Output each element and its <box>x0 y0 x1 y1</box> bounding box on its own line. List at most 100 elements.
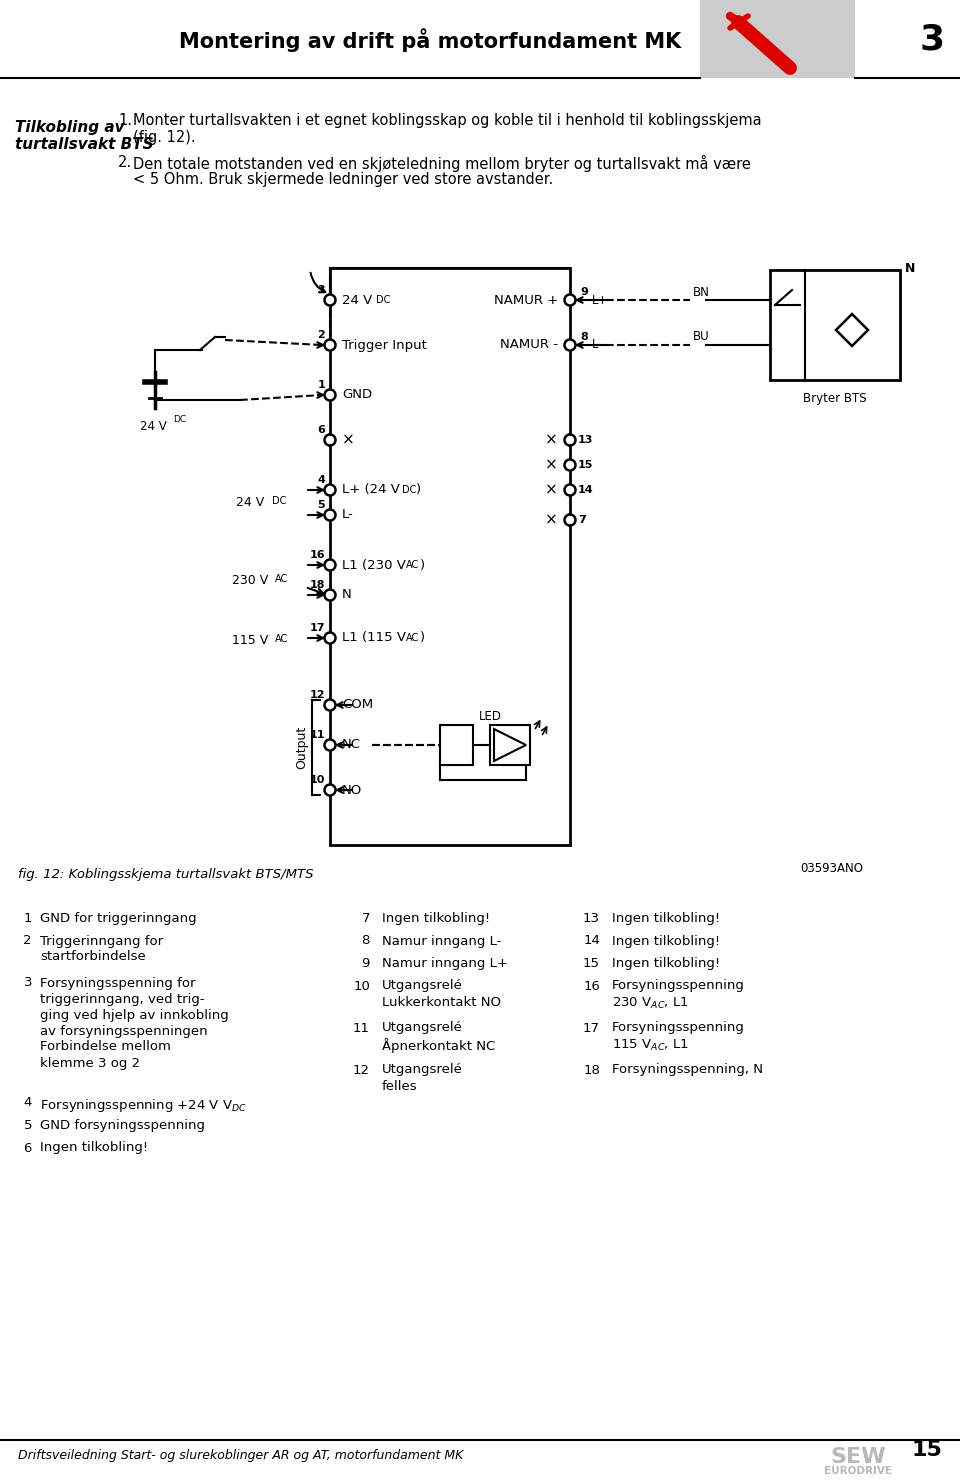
Text: Utgangsrelé
Lukkerkontakt NO: Utgangsrelé Lukkerkontakt NO <box>382 980 501 1008</box>
Text: 24 V: 24 V <box>139 419 166 433</box>
Circle shape <box>324 339 335 351</box>
Text: Forsyningsspenning +24 V V$_{DC}$: Forsyningsspenning +24 V V$_{DC}$ <box>40 1097 247 1113</box>
Bar <box>440 725 473 765</box>
Text: Ingen tilkobling!: Ingen tilkobling! <box>612 911 720 925</box>
Text: Namur inngang L-: Namur inngang L- <box>382 935 501 947</box>
Text: Forsyningsspenning
115 V$_{AC}$, L1: Forsyningsspenning 115 V$_{AC}$, L1 <box>612 1021 745 1052</box>
Text: 3: 3 <box>920 24 945 56</box>
Text: 13: 13 <box>583 911 600 925</box>
Text: 115 V: 115 V <box>232 633 268 646</box>
Text: 3: 3 <box>318 285 325 295</box>
Text: Den totale motstanden ved en skjøteledning mellom bryter og turtallsvakt må være: Den totale motstanden ved en skjøteledni… <box>133 156 751 172</box>
Text: Utgangsrelé
Åpnerkontakt NC: Utgangsrelé Åpnerkontakt NC <box>382 1021 495 1054</box>
Polygon shape <box>836 314 868 345</box>
Text: 12: 12 <box>309 691 325 700</box>
Text: 5: 5 <box>318 499 325 510</box>
Text: Montering av drift på motorfundament MK: Montering av drift på motorfundament MK <box>179 28 682 52</box>
Circle shape <box>324 590 335 600</box>
Bar <box>770 270 900 379</box>
Text: Ingen tilkobling!: Ingen tilkobling! <box>612 957 720 971</box>
Polygon shape <box>494 729 526 760</box>
Circle shape <box>564 459 575 470</box>
Circle shape <box>324 434 335 446</box>
Text: Utgangsrelé
felles: Utgangsrelé felles <box>382 1064 463 1092</box>
Text: ): ) <box>416 483 421 496</box>
Text: 2.: 2. <box>118 156 132 170</box>
Text: Ingen tilkobling!: Ingen tilkobling! <box>612 935 720 947</box>
Text: DC: DC <box>173 415 186 424</box>
Text: 16: 16 <box>309 550 325 560</box>
Circle shape <box>324 740 335 750</box>
Circle shape <box>564 434 575 446</box>
Text: AC: AC <box>275 574 288 584</box>
Circle shape <box>564 339 575 351</box>
Text: L+ (24 V: L+ (24 V <box>342 483 400 496</box>
Text: L1 (230 V: L1 (230 V <box>342 559 406 572</box>
Text: 9: 9 <box>362 957 370 971</box>
Text: 4: 4 <box>317 476 325 485</box>
Text: DC: DC <box>402 485 417 495</box>
Text: 7: 7 <box>362 911 370 925</box>
Text: NAMUR -: NAMUR - <box>500 338 558 351</box>
Text: L-: L- <box>592 338 603 351</box>
Circle shape <box>324 485 335 495</box>
Text: 17: 17 <box>309 622 325 633</box>
Circle shape <box>564 514 575 526</box>
Circle shape <box>324 784 335 796</box>
Text: 11: 11 <box>309 731 325 740</box>
Text: Output: Output <box>296 725 308 769</box>
Text: 11: 11 <box>353 1021 370 1034</box>
Text: 14: 14 <box>578 485 593 495</box>
Text: 18: 18 <box>309 579 325 590</box>
Text: 10: 10 <box>353 980 370 993</box>
Text: turtallsvakt BTS: turtallsvakt BTS <box>15 136 154 153</box>
Text: LED: LED <box>478 710 501 723</box>
Text: 18: 18 <box>583 1064 600 1076</box>
Text: GND forsyningsspenning: GND forsyningsspenning <box>40 1119 205 1132</box>
Text: ×: × <box>545 433 558 448</box>
Text: NAMUR +: NAMUR + <box>493 293 558 307</box>
Text: 1.: 1. <box>118 113 132 127</box>
Text: < 5 Ohm. Bruk skjermede ledninger ved store avstander.: < 5 Ohm. Bruk skjermede ledninger ved st… <box>133 172 553 187</box>
Text: fig. 12: Koblingsskjema turtallsvakt BTS/MTS: fig. 12: Koblingsskjema turtallsvakt BTS… <box>18 868 314 880</box>
Circle shape <box>324 295 335 305</box>
Text: 12: 12 <box>353 1064 370 1076</box>
Text: 2: 2 <box>23 935 32 947</box>
Text: Ingen tilkobling!: Ingen tilkobling! <box>40 1141 148 1154</box>
Circle shape <box>564 295 575 305</box>
Text: 8: 8 <box>362 935 370 947</box>
Bar <box>330 268 570 845</box>
Text: (fig. 12).: (fig. 12). <box>133 130 196 145</box>
Text: AC: AC <box>406 633 420 643</box>
Text: N: N <box>905 261 916 274</box>
Text: Bryter BTS: Bryter BTS <box>804 393 867 405</box>
Text: 230 V: 230 V <box>232 574 268 587</box>
Text: ×: × <box>545 458 558 473</box>
Text: COM: COM <box>342 698 373 711</box>
Text: ): ) <box>420 631 425 645</box>
Text: L-: L- <box>342 508 353 522</box>
Text: 15: 15 <box>578 459 593 470</box>
Text: GND for triggerinngang: GND for triggerinngang <box>40 911 197 925</box>
Text: 4: 4 <box>24 1097 32 1110</box>
Text: Tilkobling av: Tilkobling av <box>15 120 125 135</box>
Text: 8: 8 <box>580 332 588 342</box>
Text: AC: AC <box>275 634 288 645</box>
Text: 5: 5 <box>23 1119 32 1132</box>
Circle shape <box>324 390 335 400</box>
Text: ×: × <box>545 483 558 498</box>
Text: Driftsveiledning Start- og slurekoblinger AR og AT, motorfundament MK: Driftsveiledning Start- og slurekoblinge… <box>18 1449 464 1463</box>
Text: 10: 10 <box>310 775 325 785</box>
Text: Ingen tilkobling!: Ingen tilkobling! <box>382 911 491 925</box>
Text: Forsyningsspenning for
triggerinngang, ved trig-
ging ved hjelp av innkobling
av: Forsyningsspenning for triggerinngang, v… <box>40 977 228 1070</box>
Text: 9: 9 <box>580 288 588 296</box>
Text: Forsyningsspenning, N: Forsyningsspenning, N <box>612 1064 763 1076</box>
Text: 1: 1 <box>23 911 32 925</box>
Text: AC: AC <box>406 560 420 571</box>
Text: Namur inngang L+: Namur inngang L+ <box>382 957 508 971</box>
Text: GND: GND <box>342 388 372 402</box>
Text: Monter turtallsvakten i et egnet koblingsskap og koble til i henhold til kobling: Monter turtallsvakten i et egnet kobling… <box>133 113 761 127</box>
Circle shape <box>324 633 335 643</box>
Text: BN: BN <box>693 286 709 298</box>
Text: NO: NO <box>342 784 362 796</box>
